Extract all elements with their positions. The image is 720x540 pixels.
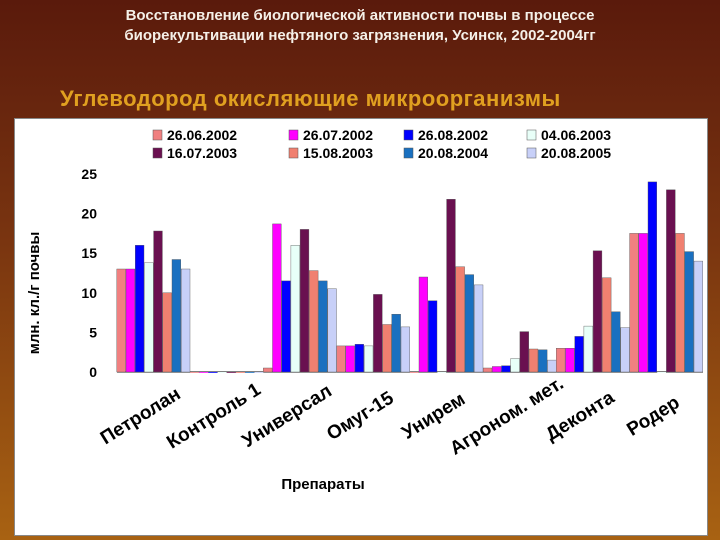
y-tick-label: 10 [81, 285, 97, 301]
bar [657, 372, 666, 373]
bar [446, 199, 456, 373]
legend-label: 20.08.2004 [418, 145, 488, 161]
y-tick-label: 20 [81, 206, 97, 222]
bar [208, 372, 218, 373]
x-tick-label: Родер [623, 392, 683, 440]
bar [684, 251, 694, 373]
bar [327, 288, 337, 373]
bar [373, 294, 383, 373]
bar [226, 372, 236, 373]
bar [245, 372, 255, 373]
bar [538, 349, 548, 373]
bar [364, 345, 374, 373]
slide-subtitle: Углеводород окисляющие микроорганизмы [60, 86, 561, 111]
bar [666, 189, 676, 373]
bar [400, 326, 411, 373]
bar [263, 367, 273, 373]
bar [501, 365, 511, 373]
slide-title-line-1: Восстановление биологической активности … [125, 7, 595, 24]
legend-swatch [152, 147, 163, 159]
bar [556, 347, 566, 373]
legend-swatch [526, 129, 537, 141]
bar [638, 233, 648, 373]
legend-swatch [288, 147, 299, 159]
bar [272, 223, 282, 373]
legend-label: 26.08.2002 [418, 127, 488, 143]
y-tick-label: 0 [89, 364, 97, 380]
legend-label: 20.08.2005 [541, 145, 611, 161]
x-tick-label: Агроном. мет. [446, 373, 567, 459]
bar [482, 367, 493, 373]
bar [592, 250, 603, 373]
bar [464, 274, 475, 373]
legend-swatch [403, 147, 414, 159]
bar [336, 345, 346, 373]
legend-label: 04.06.2003 [541, 127, 611, 143]
bar [474, 284, 484, 373]
bar [144, 262, 154, 373]
bar [492, 366, 502, 373]
bar [116, 268, 126, 373]
bar [620, 327, 630, 373]
bar [602, 277, 612, 373]
y-tick-label: 25 [81, 166, 97, 182]
legend-label: 16.07.2003 [167, 145, 237, 161]
bar [217, 372, 227, 373]
bar [455, 266, 465, 373]
bar [162, 292, 172, 373]
legend-swatch [152, 129, 163, 141]
bar [611, 311, 621, 373]
bar [428, 300, 438, 373]
y-axis-label: млн. кл./г почвы [26, 232, 43, 355]
slide-title-line-2: биорекультивации нефтяного загрязнения, … [124, 27, 596, 44]
slide-title: Восстановление биологической активности … [0, 6, 720, 46]
bar [254, 372, 264, 373]
y-tick-label: 5 [89, 324, 97, 340]
bar [409, 372, 419, 373]
legend-label: 26.06.2002 [167, 127, 237, 143]
legend-swatch [288, 129, 299, 141]
bar [171, 259, 182, 373]
bar [354, 344, 365, 373]
legend-label: 26.07.2002 [303, 127, 373, 143]
legend-swatch [526, 147, 537, 159]
bar [519, 331, 529, 373]
bar [629, 233, 639, 373]
bar [236, 372, 245, 373]
bar [180, 268, 191, 373]
bar [290, 245, 300, 373]
bar [647, 181, 658, 373]
legend-swatch [403, 129, 414, 141]
bar [382, 324, 392, 373]
bar [418, 276, 429, 373]
bar [281, 280, 291, 373]
bar [134, 245, 145, 373]
bar [299, 229, 310, 373]
y-tick-label: 15 [81, 245, 97, 261]
bar [199, 372, 209, 373]
chart-panel: 0 5 10 15 20 25 млн. кл./г почвы Петролан Контро… [14, 118, 708, 536]
bar [309, 270, 319, 373]
bar [391, 313, 401, 373]
bar [318, 280, 328, 373]
bar [675, 233, 685, 373]
bar [125, 268, 136, 373]
bar [574, 336, 584, 373]
x-axis-label: Препараты [281, 476, 364, 493]
bar [345, 345, 355, 373]
bar [190, 372, 199, 373]
bar [153, 230, 163, 373]
bar [583, 325, 593, 373]
bar [547, 359, 557, 373]
legend-label: 15.08.2003 [303, 145, 373, 161]
bar [437, 372, 447, 373]
bar [565, 347, 575, 373]
bar [510, 358, 520, 373]
x-tick-label: Омуг-15 [323, 387, 398, 445]
bar [528, 348, 539, 373]
bar [693, 260, 704, 373]
